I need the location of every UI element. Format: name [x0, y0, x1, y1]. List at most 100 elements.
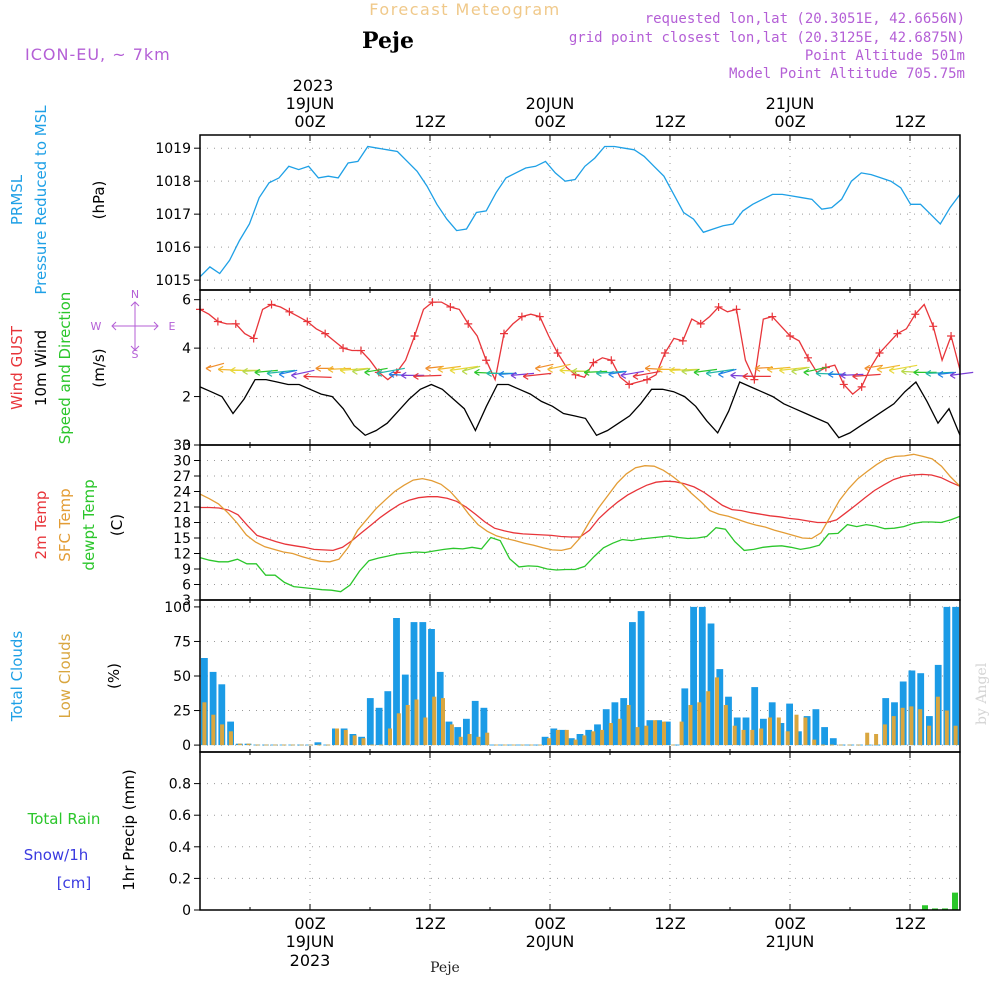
legend-total-rain: Total Rain — [27, 810, 101, 828]
wind-arrow — [535, 363, 554, 369]
wind-arrow-head — [535, 364, 541, 372]
gust-marker — [839, 380, 848, 389]
wind-arrow — [693, 368, 718, 373]
y-axis-label: 1hr Precip (mm) — [120, 769, 138, 890]
wind-arrow-head — [779, 366, 785, 374]
series-line-wind-gust — [199, 301, 961, 395]
y-axis-label: PRMSL — [8, 174, 26, 225]
wind-arrow-head — [693, 368, 700, 376]
low-cloud-bar — [308, 744, 313, 746]
low-cloud-bar — [255, 744, 260, 746]
total-cloud-bar — [471, 700, 479, 746]
gust-marker — [875, 348, 884, 357]
low-cloud-bar — [299, 744, 304, 746]
bottom-date-label: 21JUN — [766, 932, 815, 951]
wind-arrow-head — [937, 370, 944, 378]
wind-arrow-head — [254, 368, 261, 376]
low-cloud-bar — [600, 729, 605, 746]
wind-arrow-head — [901, 367, 907, 375]
wind-arrow — [547, 363, 571, 370]
low-cloud-bar — [653, 720, 658, 746]
wind-arrow-head — [498, 370, 505, 378]
total-cloud-bar — [454, 727, 462, 746]
wind-arrow-head — [742, 372, 749, 380]
total-cloud-bar — [821, 727, 828, 746]
gust-marker — [482, 356, 491, 365]
total-cloud-bar — [760, 718, 767, 746]
low-cloud-bar — [838, 744, 843, 746]
wind-arrow — [706, 368, 735, 374]
low-cloud-bar — [441, 698, 445, 746]
low-cloud-bar — [317, 744, 322, 746]
total-cloud-bar — [410, 622, 418, 746]
wind-arrow — [889, 364, 918, 371]
gust-marker — [517, 312, 526, 321]
wind-arrow — [413, 374, 442, 377]
total-cloud-bar — [602, 709, 610, 746]
low-cloud-bar — [874, 734, 879, 746]
wind-arrow-head — [559, 366, 566, 374]
wind-arrow-head — [425, 364, 431, 372]
wind-arrow-head — [754, 364, 761, 372]
low-cloud-bar — [944, 710, 949, 745]
low-cloud-bar — [821, 744, 825, 746]
low-cloud-bar — [591, 731, 596, 746]
wind-arrow-head — [327, 365, 334, 373]
series-line-sfc-temp — [199, 453, 961, 563]
wind-arrow — [352, 367, 371, 372]
low-cloud-bar — [829, 744, 834, 746]
wind-arrow — [449, 365, 479, 371]
wind-panel: 0 2 4 6 N W E S Wind GUST 10m Wind Speed and Direc… — [8, 288, 974, 454]
total-cloud-bar — [515, 744, 523, 746]
low-cloud-bar — [608, 723, 613, 746]
wind-arrow — [279, 369, 298, 375]
temperature-frame — [199, 444, 961, 601]
low-cloud-bar — [211, 714, 216, 746]
total-cloud-bar — [576, 734, 584, 746]
total-cloud-bar — [655, 720, 662, 746]
total-cloud-bar — [366, 698, 374, 746]
wind-arrow-head — [657, 365, 663, 373]
total-cloud-bar — [594, 724, 601, 746]
y-axis-label: Low Clouds — [56, 633, 74, 718]
low-cloud-bar — [794, 714, 799, 746]
low-cloud-bar — [900, 707, 905, 746]
bottom-year-label: 2023 — [290, 951, 331, 970]
y-tick-label: 1018 — [155, 174, 191, 190]
low-cloud-bar — [379, 744, 384, 746]
total-cloud-bar — [209, 671, 217, 746]
total-cloud-bar — [637, 611, 645, 746]
total-cloud-bar — [611, 702, 619, 746]
top-hour-label: 12Z — [414, 112, 445, 131]
compass-north: N — [131, 288, 139, 301]
total-cloud-bar — [480, 707, 488, 746]
model-altitude: Model Point Altitude 705.75m — [729, 66, 965, 82]
wind-arrow-head — [718, 370, 724, 378]
low-cloud-bar — [361, 738, 366, 746]
wind-arrow-head — [949, 371, 956, 379]
wind-arrow — [376, 367, 405, 374]
low-cloud-bar — [688, 705, 693, 746]
wind-arrow-head — [315, 364, 322, 372]
top-hour-label: 12Z — [894, 112, 925, 131]
total-cloud-bar — [314, 742, 322, 746]
footer-location: Peje — [430, 960, 460, 976]
low-cloud-bar — [326, 744, 331, 746]
low-cloud-bar — [520, 744, 525, 746]
low-cloud-bar — [573, 739, 578, 746]
total-cloud-bar — [585, 729, 593, 746]
legend-snow-unit: [cm] — [57, 874, 92, 892]
wind-arrow-head — [840, 371, 846, 379]
low-cloud-bar — [662, 721, 666, 746]
low-cloud-bar — [909, 706, 914, 746]
pressure-frame — [199, 134, 961, 291]
low-cloud-bar — [237, 743, 242, 746]
wind-arrow-head — [547, 365, 553, 373]
low-cloud-bar — [352, 735, 357, 746]
low-cloud-bar — [202, 702, 207, 746]
total-cloud-bar — [725, 696, 732, 746]
model-label: ICON-EU, ~ 7km — [25, 45, 171, 64]
low-cloud-bar — [856, 744, 861, 746]
location-title: Peje — [362, 28, 414, 54]
wind-arrow — [327, 367, 352, 370]
